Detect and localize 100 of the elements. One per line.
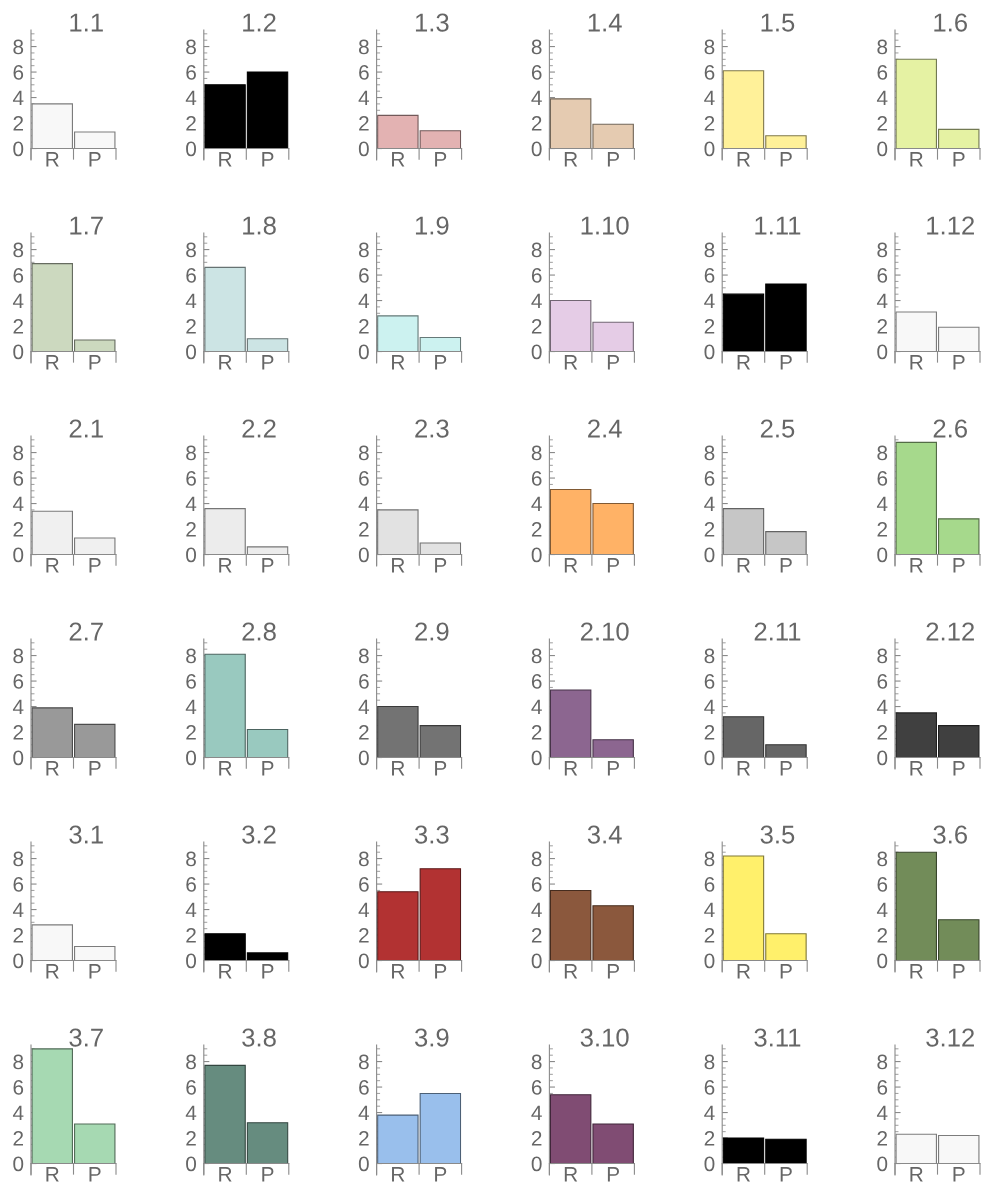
y-tick-label: 6 [13,268,24,283]
y-tick-label: 0 [358,750,369,766]
x-tick-label: R [392,761,405,776]
y-tick-label: 0 [704,953,715,969]
y-tick-label: 4 [876,496,888,512]
chart-title: 1.4 [588,13,622,32]
y-tick-label: 4 [704,293,715,309]
y-tick-label: 2 [531,928,542,943]
x-tick-label: P [435,558,447,573]
y-tick-label: 2 [13,116,24,131]
x-tick-label: P [89,355,101,370]
y-tick-label: 2 [186,725,196,740]
y-tick-label: 4 [531,90,542,106]
y-tick-label: 2 [359,522,369,537]
chart-title: 2.3 [415,419,449,438]
x-tick-label: P [607,558,619,573]
y-tick-label: 8 [704,242,715,258]
y-tick-label: 0 [358,547,369,563]
x-tick-label: R [564,1167,578,1182]
x-tick-label: P [89,761,101,776]
y-tick-label: 8 [186,445,196,461]
y-tick-label: 0 [704,344,715,360]
y-tick-label: 2 [186,522,196,537]
chart-title: 3.7 [69,1028,103,1047]
y-tick-label: 0 [704,141,715,157]
x-tick-label: R [219,152,232,167]
x-tick-label: R [910,558,923,573]
y-tick-label: 6 [704,268,715,283]
y-tick-label: 4 [12,496,24,512]
y-tick-label: 2 [877,522,888,537]
y-tick-label: 0 [13,953,24,969]
chart-title: 2.6 [933,419,967,438]
y-tick-label: 2 [877,1131,888,1146]
y-tick-label: 6 [531,471,542,486]
y-tick-label: 2 [877,928,888,943]
x-tick-label: P [607,1167,619,1182]
x-tick-label: P [89,152,101,167]
y-tick-label: 6 [13,674,24,689]
y-tick-label: 6 [877,65,888,80]
y-tick-label: 2 [186,116,196,131]
chart-title: 3.11 [754,1028,801,1047]
y-tick-label: 8 [531,39,542,55]
chart-title: 3.2 [242,825,276,844]
x-tick-label: R [46,558,59,573]
y-tick-label: 8 [531,242,542,258]
y-tick-label: 8 [704,648,715,664]
y-tick-label: 8 [704,1054,715,1070]
y-tick-label: 4 [358,293,370,309]
x-tick-label: P [607,761,619,776]
chart-title: 1.1 [70,13,103,32]
y-tick-label: 0 [877,953,888,969]
y-tick-label: 2 [359,725,369,740]
chart-title: 2.8 [242,622,276,641]
x-tick-label: P [435,964,447,979]
y-tick-label: 6 [359,1080,369,1095]
y-tick-label: 6 [531,65,542,80]
y-tick-label: 8 [877,648,888,664]
y-tick-label: 0 [186,141,197,157]
x-tick-label: R [737,964,751,979]
y-tick-label: 0 [531,547,542,563]
y-tick-label: 4 [358,699,370,715]
y-tick-label: 8 [877,851,888,867]
y-tick-label: 8 [877,39,888,55]
y-tick-label: 0 [877,1156,888,1172]
chart-title: 3.1 [69,825,103,844]
y-tick-label: 4 [876,90,888,106]
y-tick-label: 4 [876,293,888,309]
y-tick-label: 2 [13,928,24,943]
y-tick-label: 0 [13,750,24,766]
y-tick-label: 8 [186,39,196,55]
x-tick-label: R [737,761,751,776]
x-tick-label: P [262,761,274,776]
x-tick-label: P [262,355,274,370]
x-tick-label: P [780,558,792,573]
y-tick-label: 4 [704,496,715,512]
y-tick-label: 8 [13,445,24,461]
x-tick-label: P [780,152,792,167]
x-tick-label: P [780,761,792,776]
y-tick-label: 4 [704,1105,715,1121]
y-tick-label: 4 [704,699,715,715]
y-tick-label: 6 [877,268,888,283]
y-tick-label: 8 [13,851,24,867]
x-tick-label: R [737,558,751,573]
y-tick-label: 4 [185,902,197,918]
y-tick-label: 6 [704,877,715,892]
y-tick-label: 6 [877,1080,888,1095]
x-tick-label: R [910,964,923,979]
chart-title: 2.7 [69,622,103,641]
y-tick-label: 8 [877,242,888,258]
chart-title: 2.11 [754,622,801,641]
y-tick-label: 0 [13,141,24,157]
x-tick-label: R [737,1167,751,1182]
chart-title: 1.3 [415,13,449,32]
y-tick-label: 6 [877,471,888,486]
y-tick-label: 4 [185,90,197,106]
y-tick-label: 2 [13,522,24,537]
y-tick-label: 0 [531,953,542,969]
y-tick-label: 8 [704,445,715,461]
y-tick-label: 8 [531,1054,542,1070]
y-tick-label: 4 [185,496,197,512]
